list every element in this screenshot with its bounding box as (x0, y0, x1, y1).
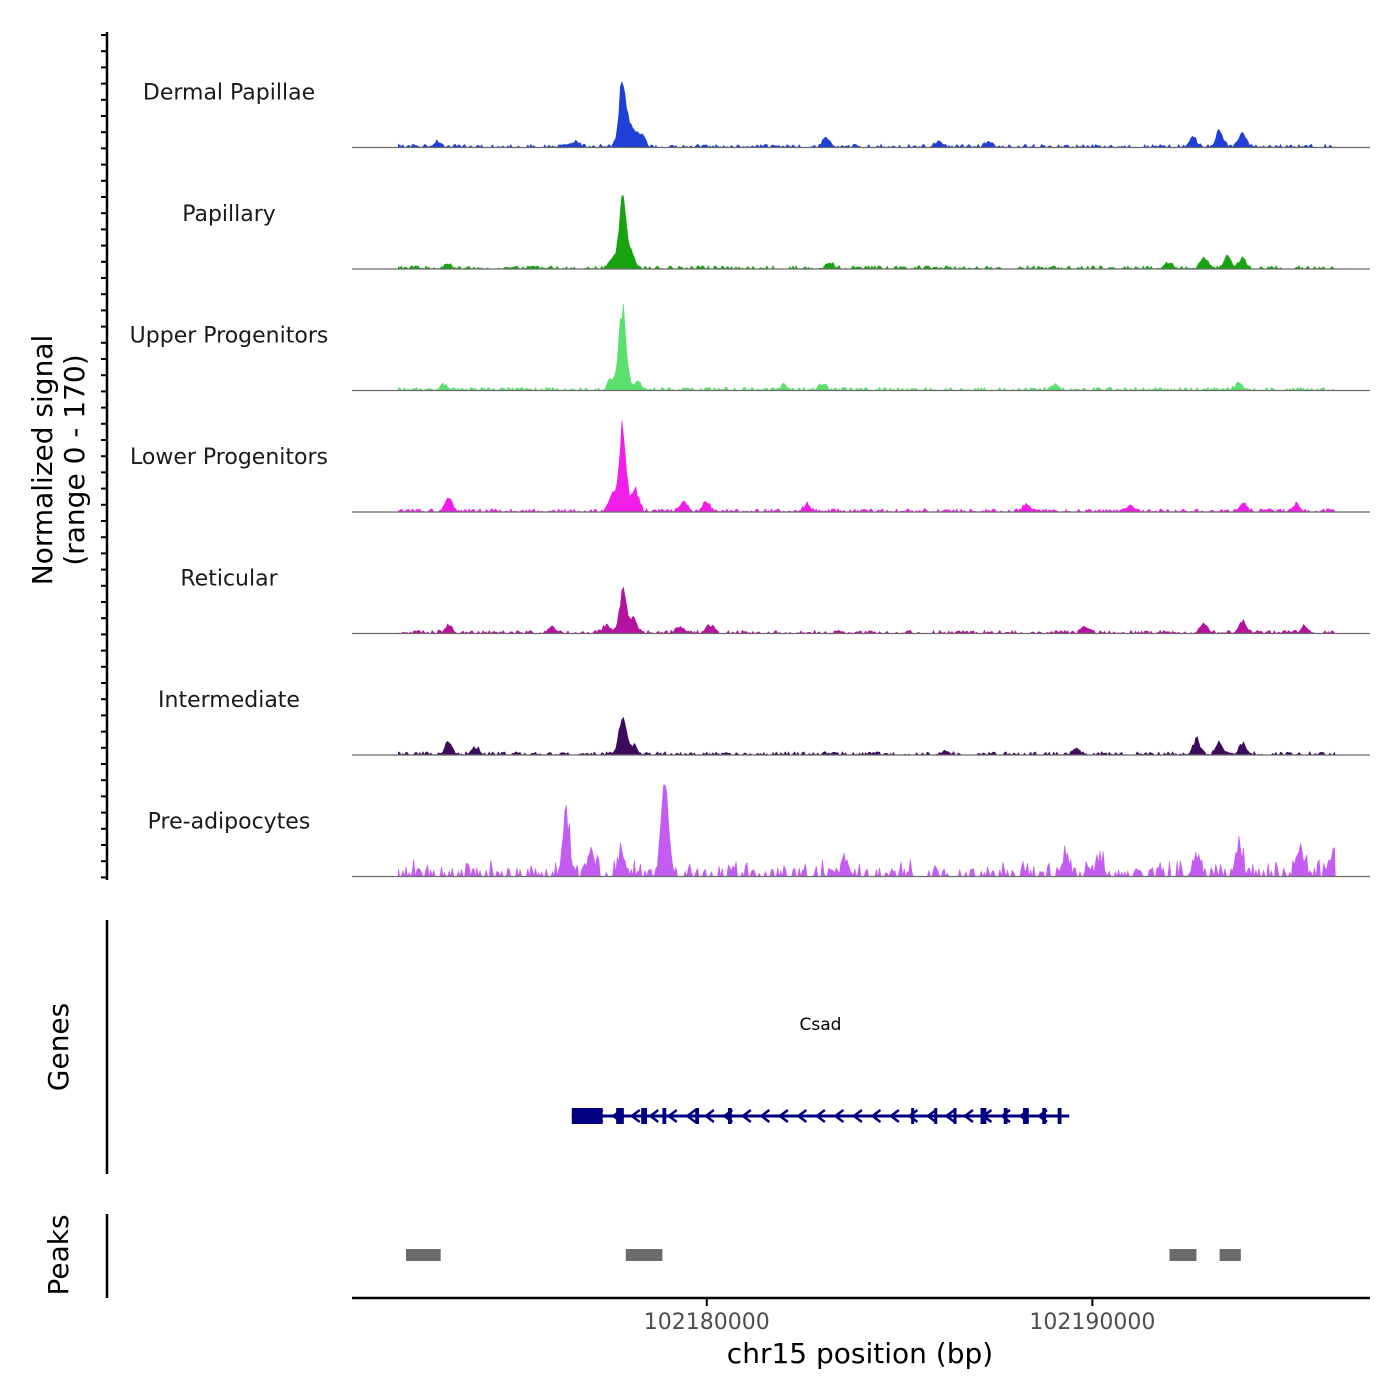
gene-exon (934, 1108, 938, 1124)
strand-arrow (870, 1109, 882, 1123)
coverage-area (398, 586, 1337, 635)
track-label: Dermal Papillae (143, 81, 315, 106)
gene-exon (980, 1108, 987, 1124)
gene-annotations: Csad (571, 1015, 1070, 1124)
strand-arrow (907, 1109, 919, 1123)
peak-regions (405, 1249, 1241, 1261)
strand-arrow (759, 1109, 771, 1123)
strand-arrow (666, 1109, 678, 1123)
track-reticular: Reticular (180, 567, 1370, 635)
strand-arrow (962, 1109, 974, 1123)
coverage-area (398, 304, 1336, 392)
gene-exon (641, 1108, 647, 1124)
track-label: Lower Progenitors (130, 445, 328, 470)
strand-arrow (814, 1109, 826, 1123)
peaks-track-label: Peaks (42, 1214, 75, 1295)
gene-exon (1057, 1108, 1062, 1124)
track-intermediate: Intermediate (158, 688, 1370, 756)
gene-name: Csad (800, 1015, 842, 1035)
strand-arrow (796, 1109, 808, 1123)
coverage-area (398, 420, 1336, 513)
gene-exon (571, 1108, 603, 1124)
strand-arrow (777, 1109, 789, 1123)
strand-arrow (888, 1109, 900, 1123)
coverage-area (398, 716, 1336, 756)
track-papillary: Papillary (182, 194, 1370, 270)
gene-exon (911, 1108, 915, 1124)
gene-exon (953, 1108, 957, 1124)
strand-arrow (925, 1109, 937, 1123)
x-tick-label: 102180000 (644, 1310, 770, 1335)
track-upper-progenitors: Upper Progenitors (130, 304, 1370, 392)
strand-arrow (703, 1109, 715, 1123)
gene-exon (662, 1108, 667, 1124)
track-dermal-papillae: Dermal Papillae (143, 80, 1370, 149)
gene-exon (1022, 1108, 1029, 1124)
strand-arrow (629, 1109, 641, 1123)
signal-axis-title: Normalized signal (26, 335, 59, 586)
coverage-area (398, 80, 1337, 149)
gene-exon (616, 1108, 624, 1124)
track-label: Pre-adipocytes (148, 810, 311, 835)
strand-arrow (685, 1109, 697, 1123)
coverage-tracks: Dermal Papillae Papillary Upper Progenitor… (130, 80, 1370, 878)
gene-csad: Csad (571, 1015, 1070, 1124)
track-label: Intermediate (158, 688, 300, 713)
strand-arrow (833, 1109, 845, 1123)
coverage-area (398, 194, 1336, 270)
peak-region (625, 1249, 663, 1261)
x-axis-title: chr15 position (bp) (727, 1337, 993, 1370)
x-tick-label: 102190000 (1029, 1310, 1155, 1335)
strand-arrow (648, 1109, 660, 1123)
track-label: Papillary (182, 202, 276, 227)
peak-region (405, 1249, 441, 1261)
track-label: Upper Progenitors (130, 324, 329, 349)
gene-exon (727, 1108, 732, 1124)
track-pre-adipocytes: Pre-adipocytes (148, 784, 1370, 878)
signal-axis-range: (range 0 - 170) (58, 354, 91, 565)
coverage-area (398, 784, 1336, 878)
signal-axis (101, 32, 109, 880)
track-label: Reticular (180, 567, 278, 592)
genes-track-label: Genes (42, 1003, 75, 1091)
strand-arrow (944, 1109, 956, 1123)
strand-arrow (851, 1109, 863, 1123)
peak-region (1219, 1249, 1241, 1261)
track-lower-progenitors: Lower Progenitors (130, 420, 1370, 513)
gene-exon (695, 1108, 700, 1124)
strand-arrow (740, 1109, 752, 1123)
gene-exon (1003, 1108, 1008, 1124)
x-axis-ticks: 102180000 102190000 (644, 1298, 1155, 1335)
gene-exon (1042, 1108, 1047, 1124)
peak-region (1169, 1249, 1197, 1261)
